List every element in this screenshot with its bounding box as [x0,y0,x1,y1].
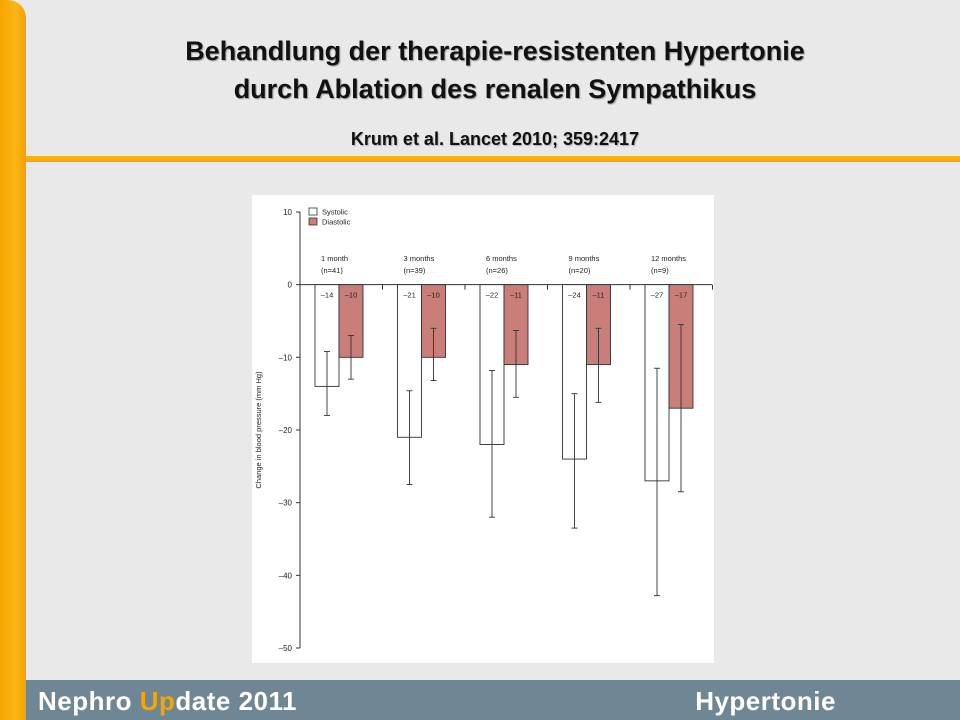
footer-brand-part-3: date 2011 [175,686,297,716]
legend-label: Systolic [322,208,348,217]
value-label: –22 [486,291,499,300]
category-n-label: (n=9) [651,266,669,275]
category-label: 6 months [486,254,517,263]
value-label: –14 [321,291,334,300]
y-axis-title: Change in blood pressure (mm Hg) [254,371,263,489]
footer-brand-part-1: Nephro [38,686,140,716]
footer-section: Hypertonie [695,686,836,716]
value-label: –10 [427,291,440,300]
category-n-label: (n=39) [404,266,426,275]
slide-title: Behandlung der therapie-resistenten Hype… [185,36,805,104]
y-tick-label: –10 [279,353,293,362]
legend-label: Diastolic [322,218,351,227]
slide-citation: Krum et al. Lancet 2010; 359:2417 [350,129,640,149]
y-tick-label: 10 [283,208,292,217]
title-divider [26,156,960,162]
category-n-label: (n=20) [569,266,591,275]
value-label: –10 [345,291,358,300]
value-label: –21 [403,291,416,300]
value-label: –17 [675,291,688,300]
category-label: 12 months [651,254,686,263]
legend-swatch [308,207,318,216]
y-tick-label: –40 [279,571,293,580]
footer-brand: Nephro Update 2011 [38,686,297,717]
value-label: –11 [510,291,522,300]
category-label: 9 months [569,254,600,263]
title-area: Behandlung der therapie-resistenten Hype… [30,0,960,158]
footer-brand-part-2: Up [139,686,176,716]
legend-swatch [308,217,318,226]
y-tick-label: –50 [279,644,293,653]
category-n-label: (n=41) [321,266,343,275]
value-label: –24 [568,291,581,300]
category-label: 1 month [321,254,348,263]
footer-bar: Nephro Update 2011 Hypertonie [26,680,960,720]
value-label: –27 [651,291,664,300]
category-n-label: (n=26) [486,266,508,275]
value-label: –11 [593,291,605,300]
y-tick-label: 0 [288,281,293,290]
left-accent-bar [0,0,26,720]
chart-panel: 10 0 –10 –20 –30 –40 –50 Change in blood pressu… [252,195,714,663]
y-tick-label: –20 [279,426,293,435]
category-label: 3 months [404,254,435,263]
bar-chart: 10 0 –10 –20 –30 –40 –50 Change in blood pressu… [254,207,713,653]
y-tick-label: –30 [279,499,293,508]
